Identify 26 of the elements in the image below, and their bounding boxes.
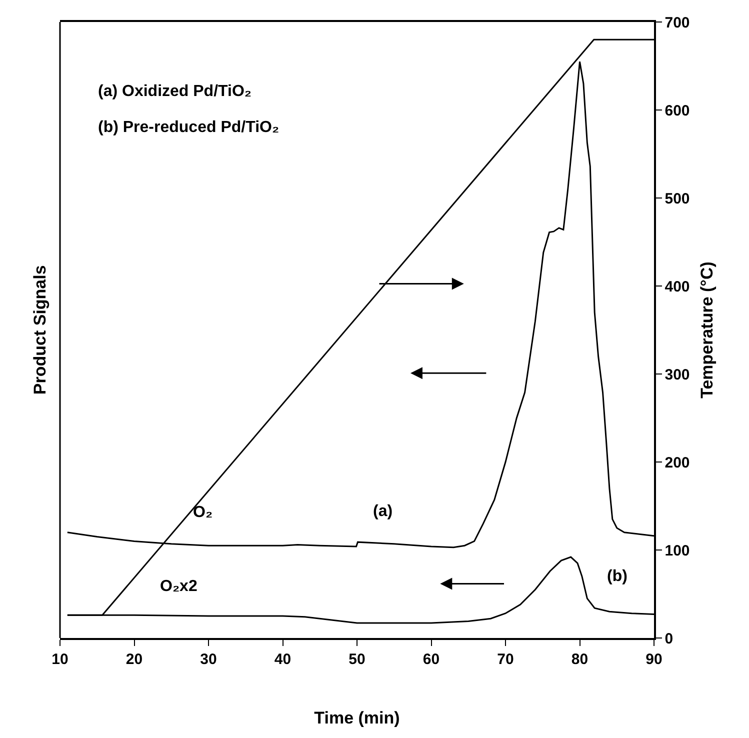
y2-tick-label: 700	[664, 14, 690, 32]
annotation: (b)	[607, 568, 628, 585]
y2-tick-label: 500	[664, 190, 690, 208]
y2-axis-title: Temperature (°C)	[698, 262, 717, 398]
x-tick-label: 90	[646, 650, 662, 668]
x-tick-label: 20	[126, 650, 143, 668]
x-tick-label: 60	[422, 650, 440, 668]
y2-tick-label: 200	[664, 454, 690, 472]
x-tick-label: 50	[348, 650, 366, 668]
x-tick-label: 30	[200, 650, 217, 668]
annotation: (b) Pre-reduced Pd/TiO₂	[98, 119, 280, 136]
y2-tick-label: 600	[664, 102, 690, 120]
x-tick-label: 40	[274, 650, 292, 668]
x-tick-label: 80	[571, 650, 588, 668]
annotation: O₂x2	[160, 578, 198, 595]
annotation: (a)	[373, 503, 393, 520]
y2-tick-label: 300	[664, 366, 690, 384]
y2-tick-label: 100	[664, 542, 690, 560]
x-tick-label: 10	[52, 650, 68, 668]
y2-tick-label: 400	[664, 278, 690, 296]
x-tick-label: 70	[497, 650, 514, 668]
x-axis-title: Time (min)	[314, 708, 400, 728]
y-axis-title: Product Signals	[30, 265, 50, 395]
annotation: (a) Oxidized Pd/TiO₂	[98, 83, 252, 100]
y2-tick-label: 0	[664, 630, 674, 648]
annotation: O₂	[193, 504, 213, 521]
